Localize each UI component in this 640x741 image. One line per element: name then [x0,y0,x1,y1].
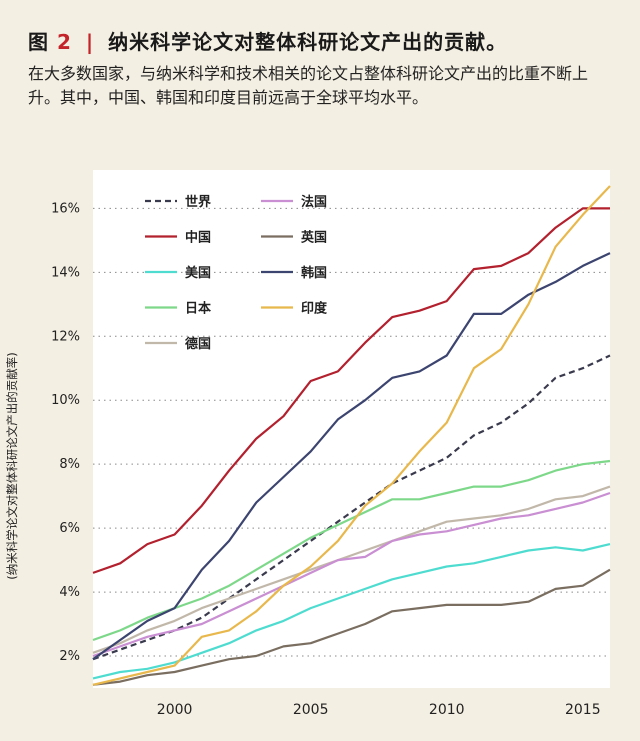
series-line [92,207,610,574]
figure-label: 图 [28,30,49,54]
series-line [92,185,611,686]
series-line [92,568,611,686]
legend-label: 法国 [301,194,327,210]
figure-subtitle: 在大多数国家，与纳米科学和技术相关的论文占整体科研论文产出的比重不断上升。其中，… [28,64,589,107]
y-axis-label-text: (纳米科学论文对整体科研论文产出的贡献率) [5,352,19,580]
legend-label: 中国 [185,230,211,246]
legend-label: 美国 [185,265,211,281]
y-tick-label: 16% [51,201,80,216]
x-tick-label: 2005 [293,702,329,718]
series-line [92,252,611,661]
legend-label: 英国 [300,230,327,246]
series-line [92,491,611,658]
x-tick-label: 2010 [429,702,465,718]
title-text: 纳米科学论文对整体科研论文产出的贡献。 [108,30,508,54]
figure-number: 2 [56,30,72,54]
legend-label: 印度 [301,301,328,317]
y-tick-label: 10% [51,393,80,408]
x-tick-label: 2000 [157,702,193,718]
legend-label: 德国 [185,336,211,352]
y-tick-label: 2% [59,649,80,664]
x-tick-label: 2015 [565,702,601,718]
legend-label: 日本 [185,301,211,317]
y-tick-label: 14% [51,265,80,280]
title-separator: | [85,30,95,54]
y-tick-label: 4% [59,585,80,600]
legend-label: 世界 [185,194,211,210]
line-chart: 2% 4% 6% 8% 10% 12% 14% 16% 2000 2005 2010 2015 世界… [51,170,611,718]
chart-area: (纳米科学论文对整体科研论文产出的贡献率) 2% 4% 6% 8% 10% 12% 14% 1… [0,168,640,737]
y-tick-label: 8% [59,457,80,472]
series-line [92,485,611,654]
y-tick-label: 6% [59,521,80,536]
series-line [92,459,611,642]
y-tick-label: 12% [51,329,80,344]
legend-label: 韩国 [301,265,327,281]
figure-title: 图 2 | 纳米科学论文对整体科研论文产出的贡献。 [28,28,628,56]
